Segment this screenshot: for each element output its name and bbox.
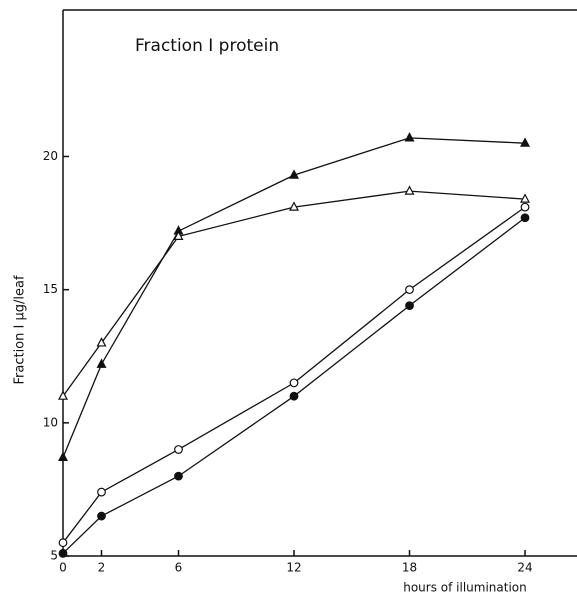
point [520,213,530,223]
x-axis-label: hours of illumination [403,581,527,595]
point [97,487,106,497]
point [58,548,68,558]
point [520,193,531,203]
point [289,169,300,179]
x-tick-label: 0 [59,561,67,575]
point [173,230,184,240]
point [289,201,300,211]
point [174,445,183,454]
point [58,538,68,548]
series-line [62,217,526,554]
point [97,511,106,521]
point [404,185,415,195]
series-line [62,137,526,458]
point [96,358,107,368]
y-tick-label: 5 [50,549,58,563]
point [520,202,530,212]
point [520,137,531,147]
y-tick-label: 20 [43,149,58,163]
y-tick-label: 10 [43,415,58,429]
chart-title: Fraction I protein [135,36,279,56]
point [58,451,68,462]
x-tick-label: 6 [175,561,183,575]
point [405,301,414,311]
y-tick-label: 15 [43,282,58,296]
point [174,471,183,481]
x-tick-label: 24 [517,561,532,575]
point [96,337,107,347]
series-line [62,206,526,544]
series-line [62,190,526,397]
x-tick-label: 2 [98,561,106,575]
point [289,378,299,388]
point [58,390,68,400]
point [404,132,415,142]
x-tick-label: 18 [402,561,417,575]
point [405,285,414,295]
x-tick-label: 12 [286,561,301,575]
y-axis-label: Fraction I µg/leaf [13,275,28,384]
point [289,391,299,401]
